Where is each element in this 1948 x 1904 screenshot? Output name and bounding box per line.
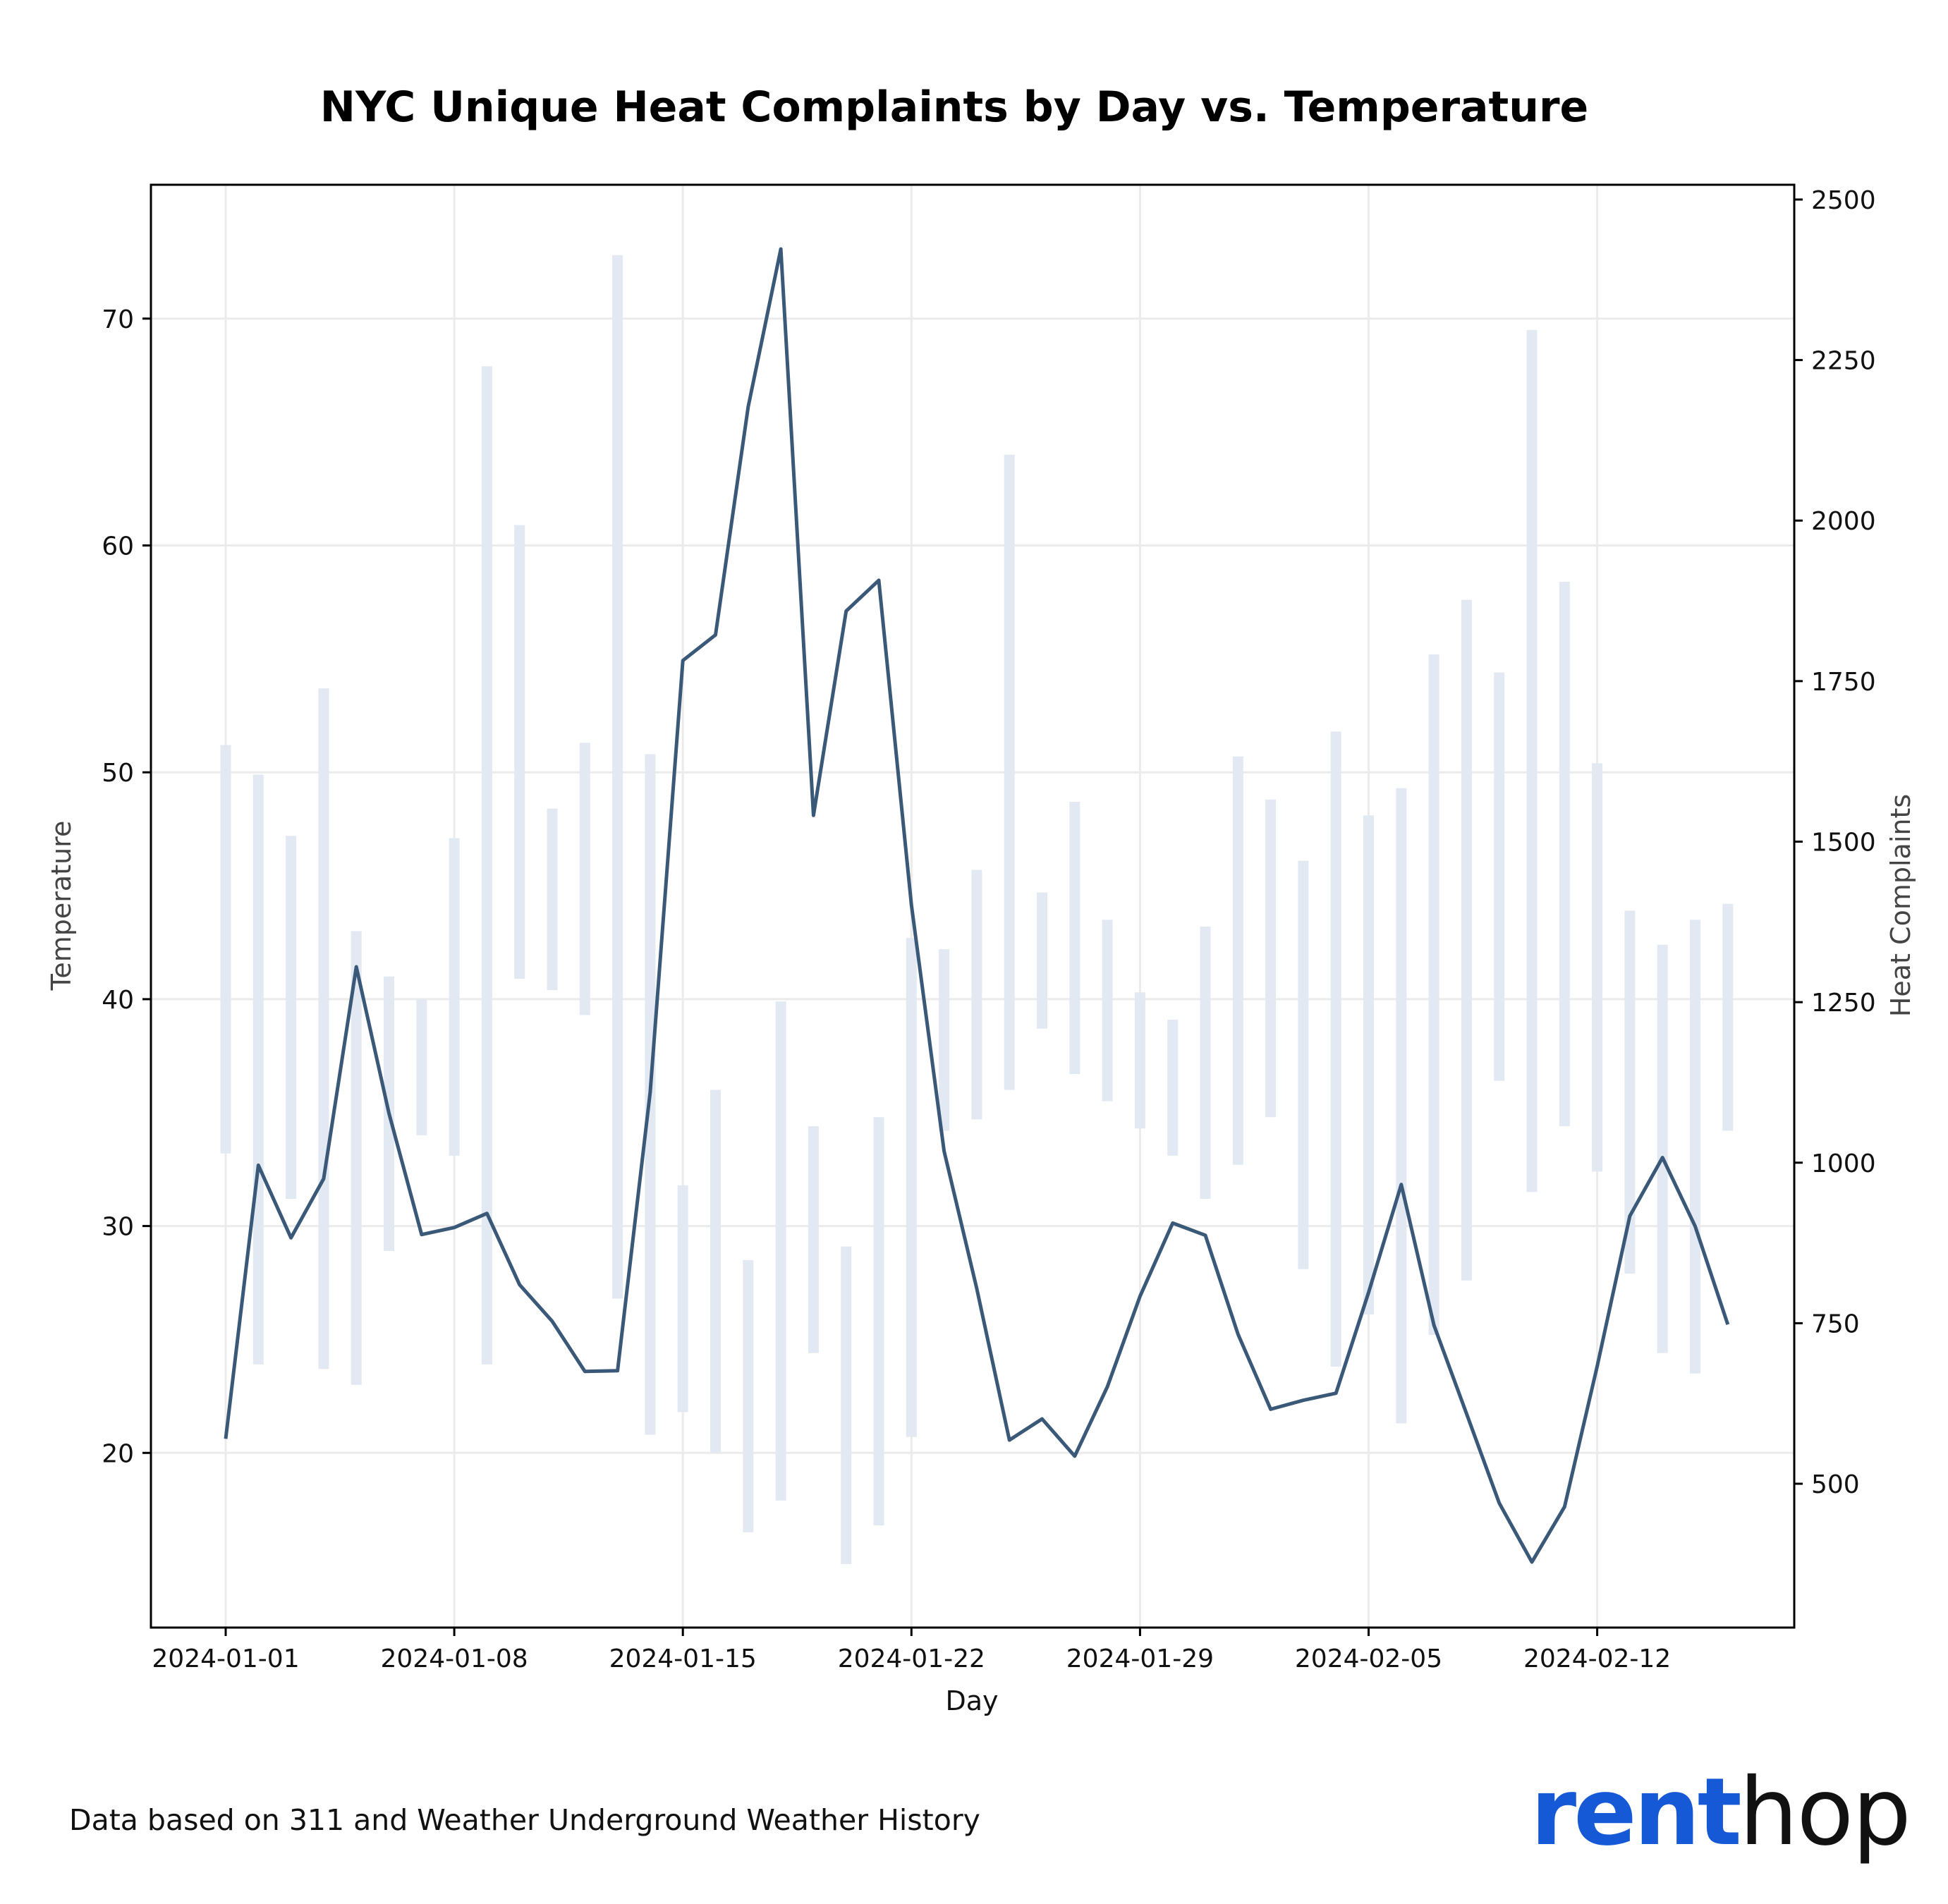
temperature-bar [939,949,950,1131]
temperature-bar [873,1117,884,1526]
temperature-bar [775,1001,786,1501]
left-y-axis-label: Temperature [46,821,77,991]
renthop-logo: renthop [1530,1758,1911,1867]
temperature-bar [514,525,525,979]
x-tick-label: 2024-01-15 [609,1644,757,1673]
temperature-bar [416,999,427,1135]
temperature-bar [1526,329,1538,1192]
chart-title: NYC Unique Heat Complaints by Day vs. Te… [320,83,1588,132]
temperature-bar [1690,920,1700,1374]
right-y-tick-label: 1250 [1811,989,1876,1018]
temperature-bar [841,1246,852,1564]
temperature-range-bars [220,255,1734,1564]
temperature-bar [1461,599,1472,1281]
temperature-bar [1592,763,1603,1172]
temperature-bar [1102,920,1113,1101]
temperature-bar [547,808,558,991]
x-tick-label: 2024-01-08 [380,1644,528,1673]
temperature-bar [318,688,329,1369]
x-tick-label: 2024-02-05 [1295,1644,1442,1673]
temperature-bar [710,1090,721,1453]
left-y-axis-ticks: 20 30 40 50 60 70 [102,305,151,1468]
left-y-tick-label: 50 [102,759,134,788]
left-y-tick-label: 70 [102,305,134,334]
right-y-tick-label: 1750 [1811,668,1876,697]
temperature-bar [1265,799,1277,1118]
right-y-tick-label: 2000 [1811,507,1876,536]
temperature-bar [449,838,460,1156]
right-y-tick-label: 750 [1811,1310,1860,1338]
x-tick-label: 2024-02-12 [1523,1644,1671,1673]
x-tick-label: 2024-01-29 [1066,1644,1214,1673]
temperature-bar [677,1185,688,1412]
temperature-bar [351,931,362,1385]
temperature-bar [220,745,231,1154]
temperature-bar [612,255,623,1299]
temperature-bar [1200,926,1211,1199]
temperature-bar [481,366,492,1365]
temperature-bar [579,743,590,1015]
right-y-tick-label: 2500 [1811,186,1876,215]
logo-hop: hop [1739,1758,1910,1867]
temperature-bar [1298,860,1309,1269]
heat-complaints-line [224,247,1730,1564]
right-y-tick-label: 500 [1811,1470,1860,1499]
temperature-bar [1396,788,1407,1424]
x-tick-label: 2024-01-22 [838,1644,985,1673]
temperature-bar [1037,892,1047,1029]
temperature-bar [1363,815,1374,1315]
left-y-tick-label: 40 [102,986,134,1015]
temperature-bar [252,774,264,1365]
temperature-bar [286,836,297,1199]
right-y-axis-label: Heat Complaints [1885,794,1916,1017]
temperature-bar [1330,731,1341,1367]
temperature-bar [743,1259,754,1532]
plot-frame [150,183,1796,1629]
left-y-tick-label: 20 [102,1439,134,1468]
logo-rent: rent [1530,1758,1741,1867]
temperature-bar [1004,454,1015,1090]
right-y-tick-label: 1000 [1811,1149,1876,1178]
right-y-tick-label: 1500 [1811,828,1876,857]
temperature-bar [1134,992,1145,1129]
temperature-bar [1559,581,1570,1127]
left-y-tick-label: 60 [102,532,134,561]
temperature-bar [971,869,982,1120]
temperature-bar [1428,654,1439,1336]
x-axis-ticks: 2024-01-01 2024-01-08 2024-01-15 2024-01-22… [152,1628,1671,1673]
svg-text:renthop: renthop [1530,1758,1910,1867]
temperature-bar [1069,802,1080,1075]
right-y-axis-ticks: 500 750 1000 1250 1500 1750 2000 2250 2500 [1794,186,1876,1499]
temperature-bar [1167,1019,1179,1156]
temperature-bar [1494,672,1505,1081]
temperature-bar [1232,756,1243,1165]
temperature-bar [1657,944,1668,1353]
left-y-tick-label: 30 [102,1213,134,1242]
x-axis-label: Day [945,1685,998,1716]
temperature-bar [906,938,917,1437]
temperature-bar [1722,903,1734,1131]
source-note: Data based on 311 and Weather Undergroun… [69,1803,980,1837]
x-tick-label: 2024-01-01 [152,1644,299,1673]
temperature-bar [808,1126,819,1353]
right-y-tick-label: 2250 [1811,347,1876,376]
temperature-bar [1624,910,1636,1274]
